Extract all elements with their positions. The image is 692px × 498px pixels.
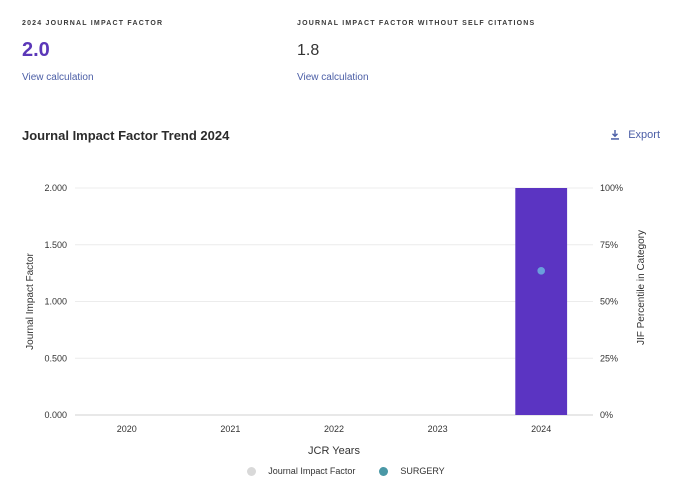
export-button[interactable]: Export xyxy=(610,129,660,141)
jif-value: 2.0 xyxy=(22,39,50,61)
bar-2024 xyxy=(515,188,568,415)
jif-label: 2024 JOURNAL IMPACT FACTOR xyxy=(22,20,164,27)
x-tick-label: 2024 xyxy=(531,424,551,434)
x-tick-label: 2022 xyxy=(324,424,344,434)
point-2024 xyxy=(537,267,545,275)
jif-metric: 2024 JOURNAL IMPACT FACTOR 2.0 View calc… xyxy=(22,20,163,83)
jif-view-calculation-link[interactable]: View calculation xyxy=(22,72,94,83)
legend-item-category[interactable]: SURGERY xyxy=(379,466,445,476)
legend-jif-label: Journal Impact Factor xyxy=(268,466,356,476)
chart-legend: Journal Impact Factor SURGERY xyxy=(0,466,692,476)
legend-jif-marker xyxy=(247,466,257,476)
y2-tick-label: 50% xyxy=(600,297,618,307)
jif-without-self-citations-value: 1.8 xyxy=(297,42,320,59)
jif-without-self-citations-metric: JOURNAL IMPACT FACTOR WITHOUT SELF CITAT… xyxy=(297,20,535,83)
y-tick-label: 1.500 xyxy=(44,240,67,250)
y-tick-label: 1.000 xyxy=(44,297,67,307)
y2-axis-label: JIF Percentile in Category xyxy=(636,230,647,345)
y2-tick-label: 0% xyxy=(600,410,613,420)
x-tick-label: 2021 xyxy=(220,424,240,434)
y2-tick-label: 100% xyxy=(600,183,623,193)
legend-category-marker xyxy=(379,466,389,476)
chart-title: Journal Impact Factor Trend 2024 xyxy=(22,128,230,143)
x-tick-label: 2020 xyxy=(117,424,137,434)
legend-item-jif[interactable]: Journal Impact Factor xyxy=(247,466,355,476)
y-tick-label: 0.500 xyxy=(44,353,67,363)
y2-tick-label: 25% xyxy=(600,353,618,363)
jif-without-self-citations-label: JOURNAL IMPACT FACTOR WITHOUT SELF CITAT… xyxy=(297,20,536,27)
download-icon xyxy=(611,130,620,140)
jif-trend-chart: 0.000 0.500 1.000 1.500 2.000 0% 25% 50% 75% 100%… xyxy=(25,183,647,457)
y-tick-label: 2.000 xyxy=(44,183,67,193)
y-tick-label: 0.000 xyxy=(44,410,67,420)
jif-without-self-citations-view-calculation-link[interactable]: View calculation xyxy=(297,72,369,83)
y-axis-label: Journal Impact Factor xyxy=(25,252,36,349)
export-label: Export xyxy=(628,129,660,141)
y2-tick-label: 75% xyxy=(600,240,618,250)
x-axis-label: JCR Years xyxy=(308,445,360,457)
x-tick-label: 2023 xyxy=(428,424,448,434)
legend-category-label: SURGERY xyxy=(400,466,445,476)
